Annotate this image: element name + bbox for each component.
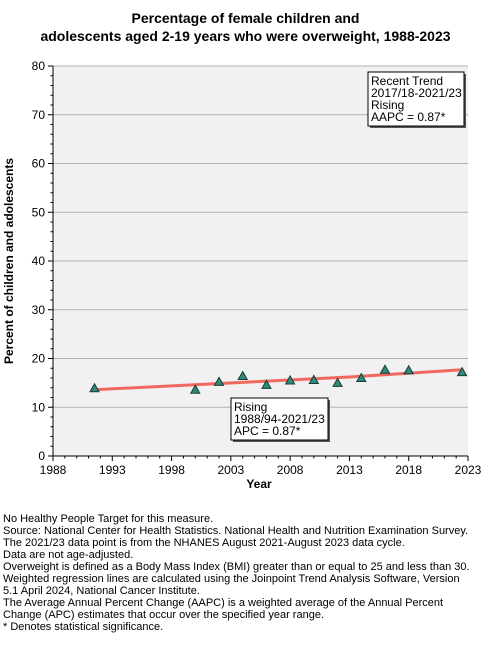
data-point: [308, 374, 320, 384]
footnote-line: The 2021/23 data point is from the NHANE…: [3, 537, 405, 549]
y-tick-label: 0: [38, 449, 45, 463]
y-tick-label: 10: [32, 400, 46, 414]
y-tick-label: 70: [32, 108, 46, 122]
axis-ticks: 0 10 20 30 40 50 60 70 80 1988 1993 1998 2003 2008 201…: [32, 59, 482, 477]
y-tick-label: 40: [32, 254, 46, 268]
footnote-line: 5.1 April 2024, National Cancer Institut…: [3, 585, 200, 597]
chart-title-line-1: Percentage of female children and: [131, 10, 360, 26]
overall-trend-annotation-box: [230, 397, 329, 441]
data-point: [332, 377, 343, 387]
data-point: [355, 372, 367, 382]
data-point: [237, 370, 249, 381]
x-tick-label: 2013: [336, 463, 363, 477]
data-point: [456, 366, 468, 377]
chart-plot: 0 10 20 30 40 50 60 70 80 1988 1993 1998 2003 2008 201…: [2, 59, 482, 491]
footnote-line: The Average Annual Percent Change (AAPC)…: [3, 597, 444, 609]
data-point: [213, 376, 225, 386]
y-tick-label: 20: [32, 352, 46, 366]
y-axis-label: Percent of children and adolescents: [2, 158, 16, 364]
x-tick-label: 2003: [218, 463, 245, 477]
data-point: [284, 374, 296, 385]
recent-trend-annotation-line: Recent Trend: [371, 74, 443, 88]
overall-trend-annotation-line: 1988/94-2021/23: [234, 412, 325, 426]
trend-line-group: [93, 368, 464, 392]
recent-trend-annotation-line: 2017/18-2021/23: [371, 86, 462, 100]
x-tick-label: 2018: [395, 463, 422, 477]
x-tick-label: 1988: [40, 463, 67, 477]
footnote-line: Overweight is defined as a Body Mass Ind…: [3, 561, 470, 573]
x-tick-label: 2008: [277, 463, 304, 477]
footnote-line: No Healthy People Target for this measur…: [3, 513, 214, 525]
data-point: [89, 382, 100, 393]
data-point: [403, 364, 415, 375]
x-tick-label: 2023: [455, 463, 482, 477]
y-tick-label: 30: [32, 303, 46, 317]
footnote-line: Source: National Center for Health Stati…: [3, 525, 469, 537]
y-tick-label: 60: [32, 157, 46, 171]
data-point: [261, 379, 272, 389]
trend-line: [93, 368, 464, 392]
data-point: [189, 384, 201, 394]
overall-trend-annotation-line: APC = 0.87*: [234, 424, 301, 438]
y-tick-label: 80: [32, 59, 46, 73]
data-points: [89, 364, 468, 394]
x-axis-label: Year: [246, 477, 272, 491]
y-tick-label: 50: [32, 205, 46, 219]
x-tick-label: 1998: [158, 463, 185, 477]
footnote-line: Weighted regression lines are calculated…: [3, 573, 460, 585]
chart-title: Percentage of female children and adoles…: [0, 9, 491, 45]
recent-trend-annotation-line: Rising: [371, 98, 404, 112]
recent-trend-annotation-line: AAPC = 0.87*: [371, 110, 446, 124]
footnote-line: Change (APC) estimates that occur over t…: [3, 609, 324, 621]
footnote-line: Data are not age-adjusted.: [3, 549, 134, 561]
x-tick-label: 1993: [99, 463, 126, 477]
footnote-line: * Denotes statistical significance.: [3, 621, 164, 633]
overall-trend-annotation-line: Rising: [234, 400, 267, 414]
chart-title-line-2: adolescents aged 2-19 years who were ove…: [40, 28, 451, 44]
recent-trend-annotation-box: [367, 71, 465, 127]
data-point: [379, 364, 391, 374]
footnotes: No Healthy People Target for this measur…: [3, 513, 489, 633]
